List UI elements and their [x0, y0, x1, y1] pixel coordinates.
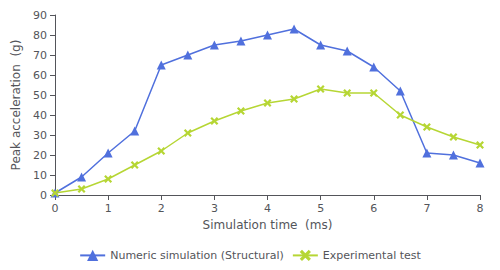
svg-text:10: 10 [33, 169, 47, 182]
svg-text:Experimental test: Experimental test [323, 249, 422, 262]
svg-text:8: 8 [477, 202, 484, 215]
svg-text:80: 80 [33, 29, 47, 42]
svg-text:Numeric simulation (Structural: Numeric simulation (Structural) [110, 249, 284, 262]
svg-text:6: 6 [370, 202, 377, 215]
svg-text:Simulation time (ms): Simulation time (ms) [203, 218, 333, 232]
svg-text:0: 0 [40, 189, 47, 202]
svg-text:60: 60 [33, 69, 47, 82]
svg-text:20: 20 [33, 149, 47, 162]
svg-text:5: 5 [317, 202, 324, 215]
svg-text:90: 90 [33, 9, 47, 22]
svg-text:0: 0 [52, 202, 59, 215]
svg-text:3: 3 [211, 202, 218, 215]
svg-text:2: 2 [158, 202, 165, 215]
svg-text:4: 4 [264, 202, 271, 215]
svg-text:Peak acceleration (g): Peak acceleration (g) [9, 40, 23, 171]
svg-text:40: 40 [33, 109, 47, 122]
svg-text:1: 1 [105, 202, 112, 215]
svg-text:70: 70 [33, 49, 47, 62]
svg-text:30: 30 [33, 129, 47, 142]
svg-text:7: 7 [423, 202, 430, 215]
svg-text:50: 50 [33, 89, 47, 102]
